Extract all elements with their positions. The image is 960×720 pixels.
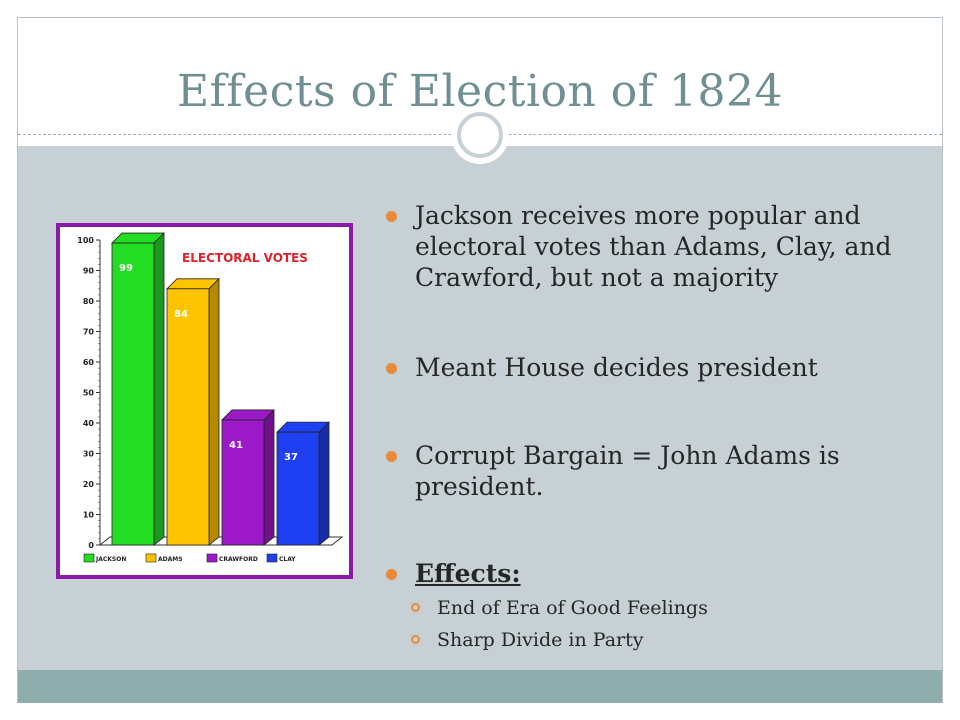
bar-side [208,277,220,546]
chart-svg: 0 10 20 30 40 50 60 70 80 90 100 ELECTORAL VOTES 99 8… [77,232,344,563]
sub-bullet-item: Sharp Divide in Party [411,628,644,652]
legend-swatch [266,553,278,563]
bar-side [153,232,165,546]
bar-data-label: 37 [284,452,298,463]
electoral-votes-chart: 0 10 20 30 40 50 60 70 80 90 100 ELECTORAL VOTES 99 8… [56,223,353,579]
y-tick-label: 50 [83,389,95,398]
bullet-dot-icon [386,363,397,374]
bar-data-label: 99 [119,263,133,274]
bullet-text: Jackson receives more popular and electo… [415,201,892,292]
legend-swatch [145,553,157,563]
y-tick-label: 60 [83,358,95,367]
bar-jackson [111,242,155,546]
bar-data-label: 84 [174,309,188,320]
bar-side [318,421,330,546]
bullet-item: Corrupt Bargain = John Adams is presiden… [386,440,915,502]
bar-data-label: 41 [229,440,243,451]
y-tick-label: 10 [83,511,95,520]
y-tick-label: 30 [83,450,95,459]
y-tick-label: 40 [83,419,95,428]
bar-clay [276,431,320,546]
ring-bullet-icon [411,603,420,612]
bullet-item: Jackson receives more popular and electo… [386,200,915,293]
bar-adams [166,288,210,546]
sub-bullet-text: End of Era of Good Feelings [437,597,708,619]
effects-heading: Effects: [415,559,521,588]
legend-label: JACKSON [95,556,126,563]
sub-bullet-text: Sharp Divide in Party [437,629,644,651]
chart-title: ELECTORAL VOTES [182,251,308,265]
y-tick-label: 90 [83,267,95,276]
legend-swatch [206,553,218,563]
legend-label: ADAMS [158,556,183,563]
legend-label: CRAWFORD [219,556,258,563]
y-tick-label: 80 [83,297,95,306]
bullet-dot-icon [386,211,397,222]
bullet-text: Corrupt Bargain = John Adams is presiden… [415,441,840,501]
legend-label: CLAY [279,556,296,563]
sub-bullet-item: End of Era of Good Feelings [411,596,708,620]
y-tick-label: 70 [83,328,95,337]
bar-crawford [221,419,265,546]
divider-ring-icon [457,112,503,158]
legend-swatch [83,553,95,563]
bullet-dot-icon [386,451,397,462]
bullet-dot-icon [386,569,397,580]
y-tick-label: 0 [88,541,94,550]
bar-side [263,408,275,546]
bullet-text: Meant House decides president [415,353,818,382]
y-tick-label: 100 [77,236,94,245]
y-tick-label: 20 [83,480,95,489]
footer-band [18,670,942,703]
bullet-item: Meant House decides president [386,352,915,383]
ring-bullet-icon [411,635,420,644]
bullet-item: Effects: [386,558,915,589]
